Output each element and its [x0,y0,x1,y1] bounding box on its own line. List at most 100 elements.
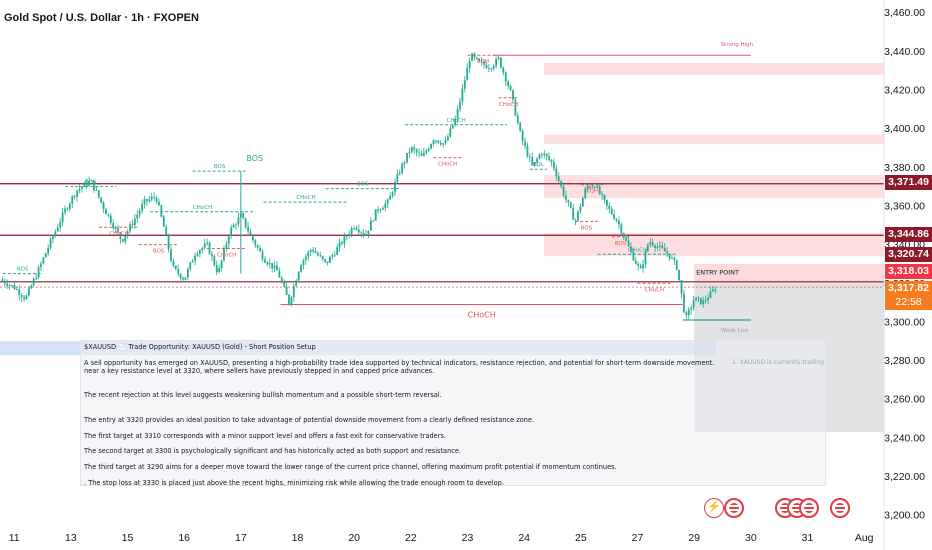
candle-body [203,243,206,248]
candle-countdown: 22:58 [885,295,932,310]
bolt-icon[interactable]: ⚡ [704,498,724,518]
candle-body [663,248,666,252]
choch-label: CHoCH [645,287,664,293]
candle-body [562,186,565,196]
candle-body [555,168,558,177]
candle-body [309,250,312,253]
candle-body [42,257,45,264]
bos-label: CHoCH [628,247,647,253]
choch-label: EQH [586,189,598,195]
candle-body [8,285,11,286]
candle-body [478,58,481,62]
candle-body [71,196,74,204]
candle-body [372,220,375,222]
candle-body [189,262,192,270]
candle-body [475,57,478,59]
candle-body [266,262,269,265]
bos-label: BOS [214,164,226,170]
candle-body [319,255,322,257]
candle-body [345,235,348,237]
candle-body [365,234,367,236]
candle-body [239,213,242,218]
candle-body [683,293,685,313]
candle-body [480,61,483,63]
candle-body [133,218,136,225]
chart-title: Gold Spot / U.S. Dollar · 1h · FXOPEN [4,12,199,24]
flag-icon[interactable] [724,498,744,518]
candle-body [288,294,290,305]
candle-body [502,67,505,73]
candle-body [593,186,596,188]
candle-body [18,289,21,296]
candle-body [687,309,690,316]
price-tag-3318: 3,318.03 [885,264,932,279]
candle-body [449,128,452,137]
candle-body [179,273,182,279]
candle-body [54,231,57,237]
notes-line: . The stop loss at 3330 is placed just a… [84,479,504,487]
candle-body [114,227,117,229]
candle-body [3,280,6,284]
candle-body [598,186,601,194]
candle-body [264,259,266,263]
bos-main-label: BOS [246,154,263,163]
y-tick-label: 3,200.00 [884,510,925,522]
candle-body [545,153,548,157]
candle-body [324,259,327,262]
candle-body [59,222,62,228]
bos-label: BOS [357,182,369,188]
candle-body [158,201,160,206]
candle-body [97,190,100,198]
candle-body [673,257,676,261]
candle-body [622,233,625,238]
candle-body [401,163,404,173]
candle-body [326,261,329,263]
candle-body [514,99,517,116]
candle-body [711,289,714,292]
candle-body [382,208,384,210]
candle-body [333,254,336,256]
candle-body [206,242,209,244]
structure-lines [0,54,884,321]
price-tag-current: 3,317.82 [885,281,932,296]
candle-body [606,199,608,206]
candle-body [579,206,582,212]
bos-label: CHoCH [296,195,315,201]
candle-body [302,260,305,266]
y-tick-label: 3,420.00 [884,85,925,97]
notes-line: The first target at 3310 corresponds wit… [84,432,446,440]
candle-body [690,307,693,310]
candle-body [191,260,194,263]
notes-line: near a key resistance level at 3320, whe… [84,367,435,375]
candle-body [165,226,168,235]
candle-body [615,219,618,221]
choch-label: CHoCH [217,252,236,258]
candle-body [213,256,216,266]
candle-body [415,149,418,153]
candle-body [68,203,71,209]
candle-body [560,181,563,187]
candle-body [112,223,115,229]
candle-body [160,205,163,217]
candle-body [285,286,288,295]
candle-body [702,300,705,305]
notes-line: The recent rejection at this level sugge… [84,391,442,399]
candle-body [155,197,158,202]
flag-icon[interactable] [799,498,819,518]
supply-zone [544,233,884,257]
candle-body [247,227,249,232]
candle-body [232,224,235,228]
candle-body [153,196,156,198]
flag-icon[interactable] [830,498,850,518]
candle-body [143,199,146,205]
candle-body [40,263,42,268]
candle-body [613,214,616,220]
candle-body [699,297,702,305]
candle-body [331,255,334,257]
candle-body [521,130,524,142]
candle-body [196,253,199,256]
candle-body [321,256,324,260]
candles [1,52,717,320]
candle-body [208,242,211,255]
candle-body [709,291,712,298]
